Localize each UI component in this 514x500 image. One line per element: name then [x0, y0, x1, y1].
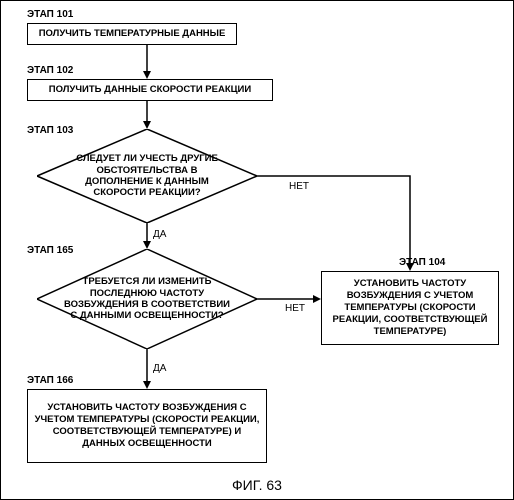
step-102-label: ЭТАП 102	[27, 65, 73, 76]
step-102-text: ПОЛУЧИТЬ ДАННЫЕ СКОРОСТИ РЕАКЦИИ	[49, 84, 251, 96]
step-104-label: ЭТАП 104	[399, 257, 445, 268]
step-104-text: УСТАНОВИТЬ ЧАСТОТУ ВОЗБУЖДЕНИЯ С УЧЕТОМ …	[328, 278, 492, 337]
arrow-101-102	[142, 45, 152, 79]
step-101-label: ЭТАП 101	[27, 9, 73, 20]
step-103-diamond: СЛЕДУЕТ ЛИ УЧЕСТЬ ДРУГИЕ ОБСТОЯТЕЛЬСТВА …	[37, 129, 257, 223]
flowchart-canvas: ЭТАП 101 ПОЛУЧИТЬ ТЕМПЕРАТУРНЫЕ ДАННЫЕ Э…	[0, 0, 514, 500]
arrow-165-166	[142, 349, 152, 389]
arrow-103-165	[142, 223, 152, 249]
step-104-box: УСТАНОВИТЬ ЧАСТОТУ ВОЗБУЖДЕНИЯ С УЧЕТОМ …	[321, 271, 499, 345]
edge-yes-1: ДА	[153, 229, 166, 240]
edge-no-2: НЕТ	[285, 303, 305, 314]
step-166-label: ЭТАП 166	[27, 375, 73, 386]
step-102-box: ПОЛУЧИТЬ ДАННЫЕ СКОРОСТИ РЕАКЦИИ	[27, 79, 273, 101]
step-165-diamond: ТРЕБУЕТСЯ ЛИ ИЗМЕНИТЬ ПОСЛЕДНЮЮ ЧАСТОТУ …	[37, 249, 257, 349]
step-165-text: ТРЕБУЕТСЯ ЛИ ИЗМЕНИТЬ ПОСЛЕДНЮЮ ЧАСТОТУ …	[63, 276, 231, 322]
arrow-103-104	[257, 171, 417, 271]
step-101-text: ПОЛУЧИТЬ ТЕМПЕРАТУРНЫЕ ДАННЫЕ	[39, 28, 226, 40]
arrow-102-103	[142, 101, 152, 129]
step-103-text: СЛЕДУЕТ ЛИ УЧЕСТЬ ДРУГИЕ ОБСТОЯТЕЛЬСТВА …	[63, 153, 231, 199]
figure-caption: ФИГ. 63	[1, 477, 513, 493]
step-166-box: УСТАНОВИТЬ ЧАСТОТУ ВОЗБУЖДЕНИЯ С УЧЕТОМ …	[27, 389, 267, 463]
edge-yes-2: ДА	[153, 363, 166, 374]
step-166-text: УСТАНОВИТЬ ЧАСТОТУ ВОЗБУЖДЕНИЯ С УЧЕТОМ …	[34, 402, 260, 450]
edge-no-1: НЕТ	[289, 181, 309, 192]
step-101-box: ПОЛУЧИТЬ ТЕМПЕРАТУРНЫЕ ДАННЫЕ	[27, 23, 237, 45]
